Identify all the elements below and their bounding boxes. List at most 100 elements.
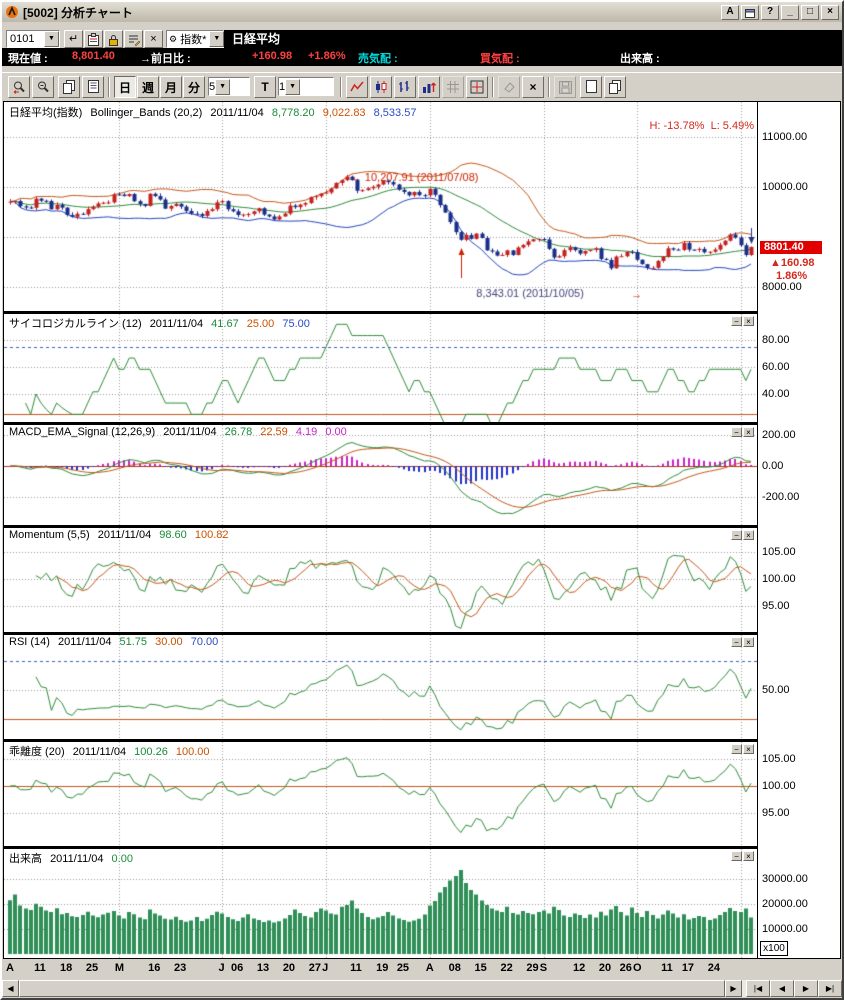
x-axis-label: 23 — [174, 962, 187, 974]
y-axis-label: 95.00 — [762, 599, 790, 612]
tick-button[interactable]: T — [254, 76, 276, 98]
panel-close-button[interactable]: × — [743, 851, 754, 861]
updown-chart-type-button[interactable] — [418, 76, 440, 98]
chart-toolbar: 日 週 月 分 5 ▼ T 1 ▼ × — [2, 72, 842, 100]
x-axis-label: 06 — [231, 962, 244, 974]
close-button[interactable]: × — [821, 4, 839, 20]
current-price-marker: 8801.40 — [760, 241, 822, 254]
panel-close-button[interactable]: × — [743, 316, 754, 326]
line-chart-type-button[interactable] — [346, 76, 368, 98]
interval-combo[interactable]: 1 ▼ — [278, 77, 334, 96]
horizontal-scrollbar[interactable]: ◀ ▶ |◀ ◀ ▶ ▶| — [2, 980, 842, 997]
print-chart-button[interactable] — [82, 76, 104, 98]
panel-minimize-button[interactable]: − — [731, 530, 742, 540]
scroll-left-button[interactable]: ◀ — [2, 980, 19, 997]
x-axis-label: 15 — [474, 962, 487, 974]
preset-value: 0101 — [10, 33, 35, 45]
save-layout-button[interactable] — [554, 76, 576, 98]
help-button[interactable]: ? — [761, 4, 779, 20]
panel-close-button[interactable]: × — [743, 637, 754, 647]
new-page-button[interactable] — [580, 76, 602, 98]
clipboard-button[interactable] — [84, 30, 103, 48]
combo-arrow-icon[interactable]: ▼ — [209, 31, 225, 47]
combo-arrow-icon[interactable]: ▼ — [215, 78, 231, 95]
x-axis-label: 08 — [448, 962, 461, 974]
scroll-prev-button[interactable]: ◀ — [770, 980, 794, 997]
font-button[interactable]: A — [721, 4, 739, 20]
price-chart-canvas[interactable] — [4, 102, 757, 311]
zoom-tool-button[interactable] — [32, 76, 54, 98]
combo-arrow-icon[interactable]: ▼ — [44, 31, 59, 47]
combo-arrow-icon[interactable]: ▼ — [285, 78, 301, 95]
panel-close-button[interactable]: × — [743, 744, 754, 754]
grid-toggle-button[interactable] — [442, 76, 464, 98]
panel-minimize-button[interactable]: − — [731, 851, 742, 861]
volume-canvas[interactable] — [4, 849, 757, 958]
rsi-canvas[interactable] — [4, 635, 757, 739]
eraser-button[interactable] — [498, 76, 520, 98]
indicator-value: 70.00 — [190, 636, 219, 648]
panel-header-main: 日経平均(指数) Bollinger_Bands (20,2) 2011/11/… — [9, 104, 421, 120]
x-axis-label: 26 — [619, 962, 632, 974]
price-change-label: ▲160.98 — [770, 257, 815, 269]
x-axis-label: A — [425, 962, 434, 974]
scroll-first-button[interactable]: |◀ — [746, 980, 770, 997]
y-axis-label: 95.00 — [762, 807, 790, 819]
copy-chart-button[interactable] — [58, 76, 80, 98]
panel-minimize-button[interactable]: − — [731, 637, 742, 647]
candlestick-type-button[interactable] — [370, 76, 392, 98]
x-axis-label: 25 — [85, 962, 99, 974]
panel-separator — [4, 846, 757, 849]
kairi-canvas[interactable] — [4, 742, 757, 846]
panel-minimize-button[interactable]: − — [731, 316, 742, 326]
bar-chart-type-button[interactable] — [394, 76, 416, 98]
momentum-canvas[interactable] — [4, 528, 757, 632]
scrollbar-thumb[interactable] — [19, 980, 725, 997]
minimize-button[interactable]: _ — [781, 4, 799, 20]
panel-close-button[interactable]: × — [743, 530, 754, 540]
edit-list-button[interactable] — [124, 30, 143, 48]
period-week-button[interactable]: 週 — [137, 76, 159, 98]
psychological-line-canvas[interactable] — [4, 314, 757, 422]
layout-button[interactable] — [741, 4, 759, 20]
change-value: +160.98 — [252, 50, 293, 62]
panel-title: 日経平均(指数) — [9, 107, 83, 119]
x-axis-label: M — [114, 962, 124, 974]
delete-drawing-button[interactable]: × — [522, 76, 544, 98]
lock-button[interactable] — [104, 30, 123, 48]
preset-combo[interactable]: 0101 ▼ — [6, 30, 60, 48]
y-axis-label: 100.00 — [762, 780, 796, 792]
instrument-bar: 日経平均 — [224, 30, 842, 48]
scroll-next-button[interactable]: ▶ — [794, 980, 818, 997]
y-axis-label: 20000.00 — [762, 898, 808, 910]
maximize-button[interactable]: □ — [801, 4, 819, 20]
period-month-button[interactable]: 月 — [160, 76, 182, 98]
crosshair-button[interactable] — [466, 76, 488, 98]
panel-header-kairi: 乖離度 (20) 2011/11/04 100.26 100.00 — [9, 743, 215, 759]
panel-header-rsi: RSI (14) 2011/11/04 51.75 30.00 70.00 — [9, 636, 223, 648]
apply-symbol-button[interactable]: ↵ — [64, 30, 83, 48]
zoom-out-tool-button[interactable] — [8, 76, 30, 98]
panel-minimize-button[interactable]: − — [731, 744, 742, 754]
x-axis-label: J — [322, 962, 329, 974]
minute-span-combo[interactable]: 5 ▼ — [208, 77, 250, 96]
index-type-combo[interactable]: ⚙ 指数* ▼ — [166, 30, 225, 48]
x-axis-label: 29 — [526, 962, 539, 974]
x-axis-label: A — [6, 962, 14, 974]
x-axis-label: 27 — [308, 962, 321, 974]
clear-list-button[interactable]: × — [144, 30, 163, 48]
panel-date: 2011/11/04 — [149, 318, 204, 330]
macd-canvas[interactable] — [4, 425, 757, 525]
x-axis-label: 11 — [661, 962, 673, 974]
quote-status-bar: 現在値 : 8,801.40 →前日比 : +160.98 +1.86% 売気配… — [2, 48, 842, 66]
panel-close-button[interactable]: × — [743, 427, 754, 437]
panel-minimize-button[interactable]: − — [731, 427, 742, 437]
titlebar[interactable]: [5002] 分析チャート A ? _ □ × — [2, 2, 842, 22]
period-day-button[interactable]: 日 — [114, 76, 136, 98]
scroll-right-button[interactable]: ▶ — [725, 980, 742, 997]
scroll-last-button[interactable]: ▶| — [818, 980, 842, 997]
period-minute-button[interactable]: 分 — [183, 76, 205, 98]
x-axis-label: S — [539, 962, 548, 974]
x-axis-label: 13 — [256, 962, 270, 974]
copy-page-button[interactable] — [604, 76, 626, 98]
